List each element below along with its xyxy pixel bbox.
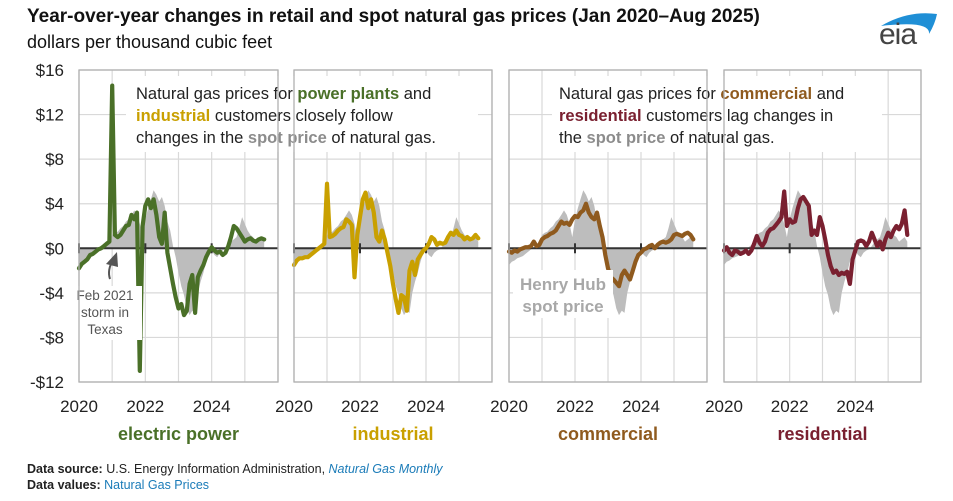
annotation-right-line2: residential customers lag changes in (559, 107, 833, 125)
annotation-left-bg (126, 76, 478, 152)
x-tick-label: 2024 (836, 397, 874, 416)
y-tick-label: $8 (45, 150, 64, 169)
y-tick-label: $4 (45, 195, 64, 214)
panel-border (723, 69, 922, 383)
storm-annotation-bg (72, 286, 142, 340)
x-tick-label: 2020 (490, 397, 528, 416)
data-values-line: Data values: Natural Gas Prices (27, 478, 209, 492)
panel-label: commercial (558, 424, 658, 444)
data-source-line: Data source: U.S. Energy Information Adm… (27, 462, 442, 476)
series-line-residential (721, 189, 910, 286)
panel-label: electric power (118, 424, 239, 444)
chart-title: Year-over-year changes in retail and spo… (27, 6, 760, 27)
x-tick-label: 2020 (275, 397, 313, 416)
data-source-link[interactable]: Natural Gas Monthly (328, 462, 443, 476)
annotation-left-line2: industrial customers closely follow (136, 107, 393, 125)
panel-label: industrial (352, 424, 433, 444)
spot-label-line2: spot price (522, 297, 603, 316)
annotation-left-line3: changes in the spot price of natural gas… (136, 129, 436, 147)
series-line-layer (76, 83, 910, 373)
x-tick-label: 2024 (622, 397, 660, 416)
eia-logo-text: eia (879, 18, 917, 51)
annotation-right-line3: the spot price of natural gas. (559, 129, 775, 147)
x-tick-label: 2022 (341, 397, 379, 416)
annotation-right-bg (552, 76, 882, 152)
panel-label: residential (777, 424, 867, 444)
panel-border (78, 69, 279, 383)
y-tick-labels: $16 $12 $8 $4 $0 -$4 -$8 -$12 (30, 61, 64, 392)
panel-border (508, 69, 708, 383)
data-source-text: U.S. Energy Information Administration, (102, 462, 329, 476)
x-tick-label: 2020 (60, 397, 98, 416)
y-tick-label: -$12 (30, 373, 64, 392)
series-line-commercial (506, 201, 696, 289)
series-line-electric-power (76, 83, 267, 373)
y-tick-label: -$8 (39, 328, 64, 347)
x-tick-labels: 2020 2022 2024 2020 2022 2024 2020 2022 2024 2020… (60, 397, 874, 416)
y-tick-label: -$4 (39, 284, 64, 303)
y-tick-label: $0 (45, 239, 64, 258)
y-tick-label: $16 (36, 61, 64, 80)
y-tick-label: $12 (36, 106, 64, 125)
storm-arrowhead-icon (106, 252, 118, 267)
chart-area: $16$12$8$4$0-$4-$8-$12 2020 2022 2024 2020 2… (30, 61, 922, 444)
data-source-label: Data source: (27, 462, 103, 476)
chart-subtitle: dollars per thousand cubic feet (27, 32, 273, 52)
x-tick-label: 2020 (705, 397, 743, 416)
storm-annotation-line1: Feb 2021 (76, 288, 133, 303)
x-tick-label: 2024 (193, 397, 231, 416)
x-tick-label: 2022 (771, 397, 809, 416)
x-tick-label: 2024 (407, 397, 445, 416)
panel-border (293, 69, 493, 383)
spot-label-line1: Henry Hub (520, 275, 606, 294)
annotation-left-line1: Natural gas prices for power plants and (136, 85, 431, 103)
panel-labels: electric power industrial commercial reside… (118, 424, 868, 444)
annotation-right-line1: Natural gas prices for commercial and (559, 85, 844, 103)
series-line-industrial (291, 181, 481, 315)
panel-borders (78, 69, 922, 383)
data-values-label: Data values: (27, 478, 101, 492)
storm-annotation-line2: storm in (81, 305, 129, 320)
storm-annotation-line3: Texas (87, 322, 123, 337)
x-tick-label: 2022 (126, 397, 164, 416)
x-tick-label: 2022 (556, 397, 594, 416)
eia-logo-swoosh-icon (881, 13, 937, 34)
spot-label-bg (513, 270, 613, 318)
eia-logo: eia (873, 8, 943, 51)
data-values-link[interactable]: Natural Gas Prices (104, 478, 210, 492)
